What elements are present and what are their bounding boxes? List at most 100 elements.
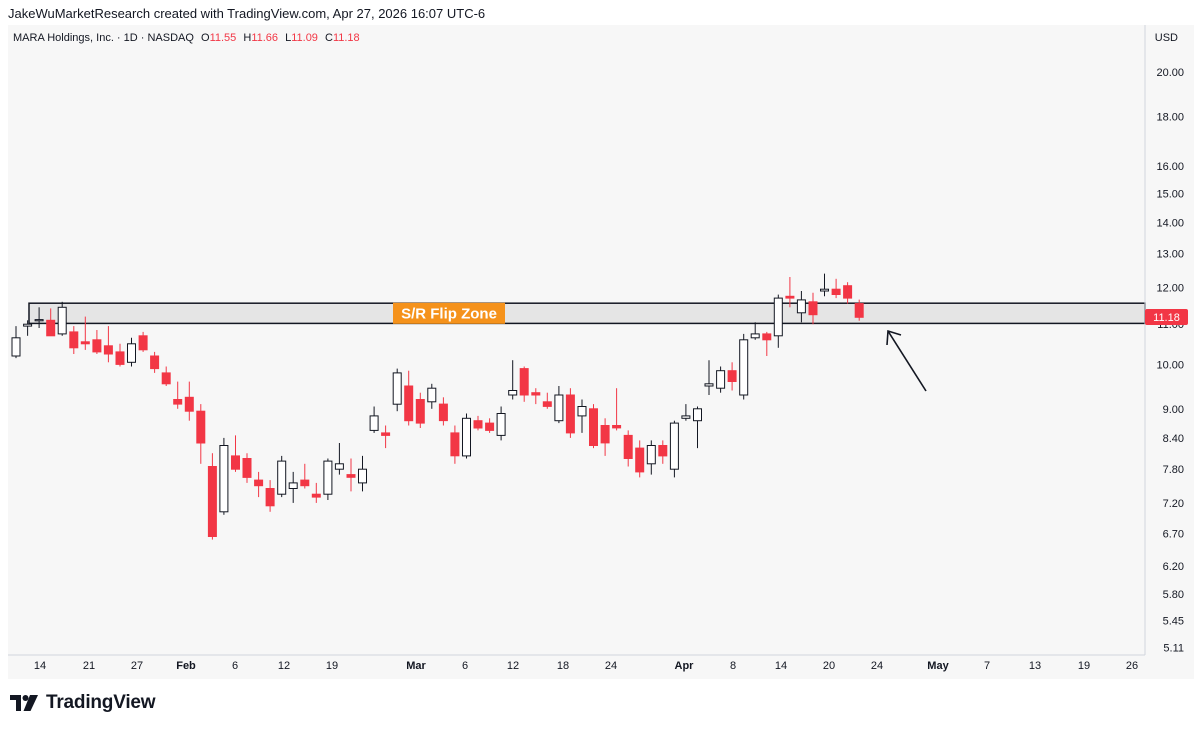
candle-body [323,460,333,495]
time-tick-label: Mar [406,660,426,672]
time-tick-label: 6 [232,660,238,672]
candle-body [508,390,518,396]
time-tick-label: 19 [1078,660,1090,672]
candle-body [34,319,44,322]
candle-body [473,420,483,429]
price-tick-label: 6.70 [1163,528,1184,540]
chart-area[interactable]: S/R Flip Zone MARA Holdings, Inc. · 1D ·… [8,25,1194,679]
candle [820,273,829,297]
candle [138,331,148,352]
time-tick-label: Feb [176,660,196,672]
candle-body [485,422,495,431]
price-tick-label: 15.00 [1156,188,1184,200]
candle-body [565,394,575,434]
candle-body [658,445,668,457]
price-tick-label: 8.40 [1163,433,1184,445]
candle [542,392,552,409]
legend-low-label: L [285,32,291,44]
time-tick-label: May [927,660,949,672]
legend-open-label: O [201,32,210,44]
candle [831,278,841,299]
sr-zone-label: S/R Flip Zone [401,305,497,322]
tradingview-footer: TradingView [10,692,156,714]
candle [577,399,587,433]
candle [427,383,437,409]
candle-body [80,341,90,345]
candle-body [496,413,506,436]
candle [265,480,275,512]
candle [115,343,125,367]
candle [704,360,714,395]
candle [11,326,21,359]
candle-body [358,468,367,484]
candle-body [23,323,33,327]
candle-body [277,460,287,495]
price-tick-label: 16.00 [1156,161,1184,173]
currency-label[interactable]: USD [1155,32,1178,44]
candle [334,443,344,475]
candle-body [334,463,344,470]
price-tick-label: 7.80 [1163,464,1184,476]
candle-body [254,479,264,487]
arrow-annotation-head [886,329,902,346]
candle [254,471,264,498]
time-tick-label: 7 [984,660,990,672]
last-price-tag-bg [1145,309,1188,325]
candle [519,366,529,402]
price-tick-label: 12.00 [1156,283,1184,295]
candle-body [600,425,610,444]
candle-body [219,445,229,513]
price-tick-label: 14.00 [1156,217,1184,229]
candle-body [207,466,217,537]
candle [531,388,541,405]
candle [496,406,506,441]
price-tick-label: 5.80 [1163,589,1184,601]
candle [785,277,795,308]
candle [404,370,414,426]
annotation-layer [886,329,927,392]
candle [150,351,160,373]
price-tick-label: 18.00 [1156,111,1184,123]
candle-body [311,493,321,498]
last-price-tag: 11.18 [1145,309,1188,325]
price-axis[interactable]: 20.0018.0016.0015.0014.0013.0012.0011.00… [8,25,1184,656]
candle-body [704,383,714,387]
candle-body [716,370,726,389]
price-tick-label: 5.11 [1163,643,1184,655]
candle [184,381,194,421]
candle [92,330,102,354]
candlestick-chart[interactable]: S/R Flip Zone MARA Holdings, Inc. · 1D ·… [8,25,1194,679]
price-tick-label: 7.20 [1163,498,1184,510]
candle-body [785,295,795,299]
candle [277,455,287,498]
candle-body [612,425,622,429]
candle [462,413,471,459]
time-tick-label: 20 [823,660,835,672]
candle-body [681,415,691,419]
candle-body [300,479,310,487]
price-tick-label: 13.00 [1156,249,1184,261]
candle-body [427,387,437,403]
candle-body [161,372,171,385]
svg-text:MARA Holdings, Inc. · 1D · NAS: MARA Holdings, Inc. · 1D · NASDAQ O11.55… [13,32,360,44]
arrow-annotation-line [887,330,927,392]
candle [34,307,44,328]
candle [693,406,702,449]
price-tick-label: 10.00 [1156,359,1184,371]
candle [358,455,367,492]
candles-layer [11,273,864,540]
candle-body [231,455,240,470]
time-tick-label: 26 [1126,660,1138,672]
candle-body [577,406,587,417]
candle [843,282,853,304]
candle-body [843,285,853,299]
candle-body [381,432,391,436]
candle-body [623,434,633,459]
time-tick-label: 18 [557,660,569,672]
candle [750,322,760,340]
candle [311,482,321,503]
candle [762,331,772,356]
candle-body [11,337,21,357]
candle [173,381,183,409]
time-axis[interactable]: 14 21 27 Feb 6 12 19 Mar 6 12 18 24 Apr 8 14 20 24 May 7 13… [34,660,1138,672]
